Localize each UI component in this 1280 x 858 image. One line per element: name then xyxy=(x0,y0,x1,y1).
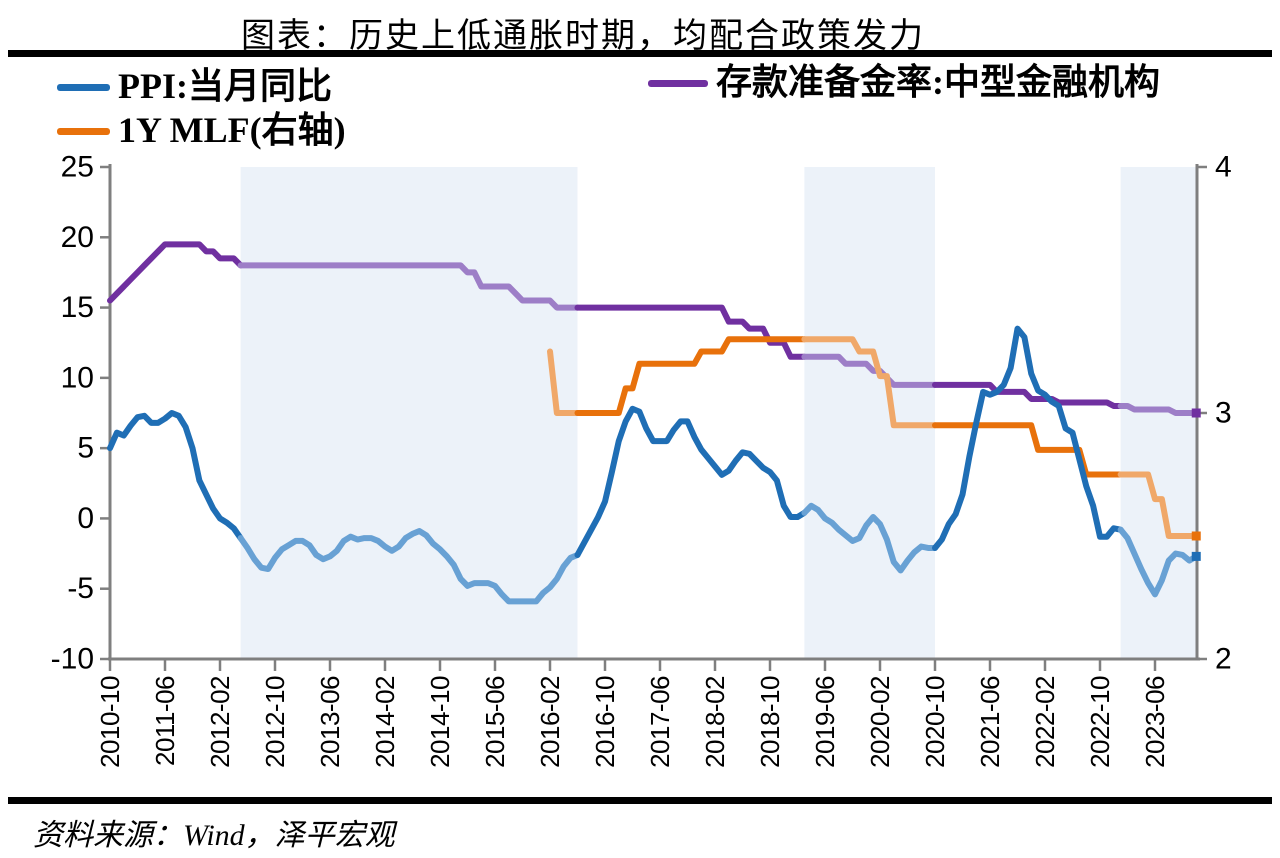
left-axis-tick-label: 10 xyxy=(61,361,94,394)
series-line xyxy=(107,410,244,542)
series-end-marker xyxy=(1191,408,1201,418)
left-axis-tick-label: 0 xyxy=(77,502,94,535)
left-axis-tick-label: 5 xyxy=(77,432,94,465)
x-axis-tick-label: 2018-02 xyxy=(700,676,730,768)
x-axis-tick-label: 2021-06 xyxy=(975,676,1005,768)
legend-swatch-rrr xyxy=(648,80,708,87)
left-axis-tick-label: 20 xyxy=(61,221,94,254)
x-axis-tick-label: 2012-10 xyxy=(260,676,290,768)
series-line xyxy=(574,304,808,360)
series-line xyxy=(801,353,938,388)
left-axis-tick-label: -10 xyxy=(51,643,94,676)
legend-swatch-mlf xyxy=(57,128,110,135)
series-line xyxy=(932,325,1124,551)
legend-label-ppi: PPI:当月同比 xyxy=(118,66,332,106)
right-axis-tick-label: 4 xyxy=(1215,151,1232,184)
series-line xyxy=(547,348,581,416)
x-axis-tick-label: 2016-02 xyxy=(535,676,565,768)
legend-label-rrr: 存款准备金率:中型金融机构 xyxy=(716,62,1160,102)
x-axis-tick-label: 2013-06 xyxy=(315,676,345,768)
series-line xyxy=(107,241,244,304)
x-axis-tick-label: 2014-02 xyxy=(370,676,400,768)
left-axis-tick-label: -5 xyxy=(67,572,94,605)
x-axis-tick-label: 2019-06 xyxy=(810,676,840,768)
chart-title: 图表：历史上低通胀时期，均配合政策发力 xyxy=(241,18,925,55)
left-axis-tick-label: 25 xyxy=(61,151,94,184)
x-axis-tick-label: 2010-10 xyxy=(95,676,125,768)
series-end-marker xyxy=(1191,531,1201,541)
series-line xyxy=(1117,402,1200,416)
x-axis-tick-label: 2022-10 xyxy=(1085,676,1115,768)
right-axis-tick-label: 2 xyxy=(1215,643,1232,676)
x-axis-tick-label: 2012-02 xyxy=(205,676,235,768)
bottom-rule-bar xyxy=(8,797,1272,804)
top-rule-bar xyxy=(8,50,1272,57)
legend-swatch-ppi xyxy=(57,84,110,91)
x-axis-tick-label: 2022-02 xyxy=(1030,676,1060,768)
series-line xyxy=(1117,471,1200,539)
x-axis-tick-label: 2014-10 xyxy=(425,676,455,768)
x-axis-tick-label: 2018-10 xyxy=(755,676,785,768)
x-axis-tick-label: 2017-06 xyxy=(645,676,675,768)
series-line xyxy=(932,422,1124,478)
series-line xyxy=(1117,526,1200,598)
series-line xyxy=(574,336,808,416)
legend-label-mlf: 1Y MLF(右轴) xyxy=(118,110,346,150)
x-axis-tick-label: 2015-06 xyxy=(480,676,510,768)
series-line xyxy=(574,405,808,558)
series-line xyxy=(237,528,581,605)
x-axis-tick-label: 2023-06 xyxy=(1140,676,1170,768)
highlight-region xyxy=(240,167,578,659)
x-axis-tick-label: 2011-06 xyxy=(150,676,180,766)
right-axis-tick-label: 3 xyxy=(1215,397,1232,430)
series-line xyxy=(932,381,1124,409)
x-axis-tick-label: 2020-10 xyxy=(920,676,950,768)
x-axis-tick-label: 2016-10 xyxy=(590,676,620,768)
highlight-region xyxy=(804,167,935,659)
series-line xyxy=(801,336,938,429)
series-line xyxy=(801,502,938,574)
series-end-marker xyxy=(1191,551,1201,561)
source-note: 资料来源：Wind，泽平宏观 xyxy=(33,819,395,852)
left-axis-tick-label: 15 xyxy=(61,291,94,324)
x-axis-tick-label: 2020-02 xyxy=(865,676,895,768)
series-line xyxy=(237,262,581,311)
